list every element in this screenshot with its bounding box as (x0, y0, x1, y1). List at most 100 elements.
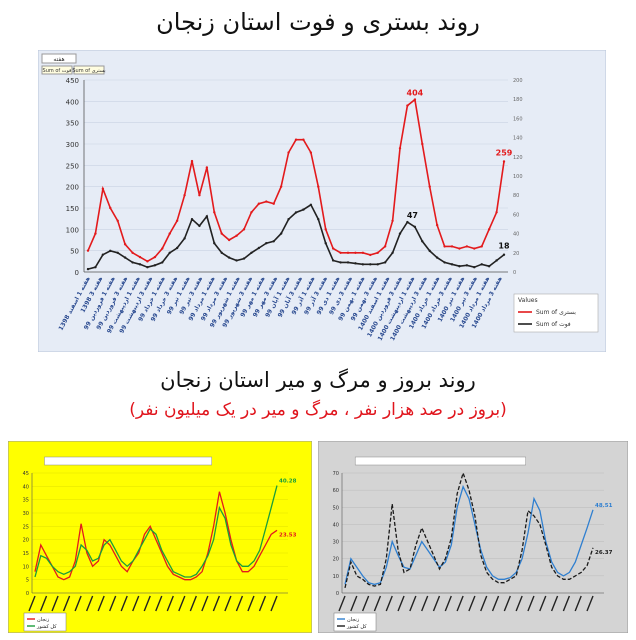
chart1-hosp-point (287, 151, 290, 154)
chart1-hosp-point (391, 219, 394, 222)
chart1-death-point (480, 263, 483, 266)
chart1-hosp-point (213, 211, 216, 214)
chart3-xtick-mark (503, 595, 511, 612)
chart1-hosp-point (369, 253, 372, 257)
chart1-death-point (94, 266, 97, 269)
top-chart-title: روند بستری و فوت استان زنجان (156, 8, 480, 36)
chart1-hosp-point (220, 232, 223, 235)
chart1-hosp-point (109, 206, 112, 210)
chart2-xtick-mark (247, 595, 255, 612)
chart1-y2tick-label: 120 (513, 155, 523, 161)
chart2-ytick-label: 40 (23, 484, 29, 490)
chart1-death-point (101, 253, 105, 256)
chart1-hosp-point (116, 219, 119, 222)
chart3-xtick-mark (539, 595, 547, 612)
chart1-filter-button-1 (41, 65, 73, 75)
chart1-death-point (346, 261, 350, 264)
chart3-country-line (344, 484, 594, 586)
chart1-hosp-point (421, 142, 424, 146)
hospitalization-death-chart: هفته Sum of فوت Sum of بستری 0 50 100 150 200 25… (37, 49, 607, 353)
chart1-death-point (398, 232, 402, 235)
chart2-xtick-mark (74, 595, 82, 612)
chart2-xtick-mark (51, 595, 59, 612)
chart1-hosp-point (376, 251, 379, 254)
chart1-death-point (458, 265, 461, 268)
chart1-death-point (435, 256, 439, 259)
chart1-death-point (265, 242, 268, 245)
chart3-xtick-mark (515, 595, 523, 612)
chart1-death-point (487, 265, 491, 268)
chart1-death-point (242, 257, 246, 260)
chart2-background (7, 440, 313, 634)
chart1-hosp-point (428, 185, 431, 188)
chart1-hosp-point (458, 247, 461, 250)
chart1-death-point (443, 261, 446, 264)
chart3-zanjan-line (344, 470, 594, 589)
chart1-death-point (361, 263, 365, 266)
chart2-xtick-mark (143, 595, 151, 612)
chart2-xtick-mark (201, 595, 209, 612)
chart1-legend-death-label: Sum of فوت (536, 321, 571, 328)
chart2-xtick-mark (62, 595, 71, 612)
chart1-death-point (205, 215, 209, 218)
chart1-hosp-point (235, 234, 238, 237)
chart2-xtick-mark (97, 595, 105, 612)
chart1-y2tick-label: 40 (513, 232, 519, 238)
chart1-legend-hosp-label: Sum of بستری (536, 309, 576, 316)
chart1-hosp-point (205, 166, 209, 169)
chart1-background (37, 49, 607, 353)
chart3-xtick-mark (338, 595, 346, 612)
chart1-hosp-point (346, 251, 350, 254)
chart2-annotation-end-b: 23.53 (279, 532, 297, 538)
chart3-annotation-end-a: 48.51 (595, 503, 613, 509)
chart2-xtick-mark (39, 595, 48, 612)
chart1-death-point (116, 251, 119, 254)
chart1-hosp-point (450, 245, 454, 248)
chart1-y2tick-label: 60 (513, 212, 519, 218)
chart1-hosp-point (101, 187, 105, 190)
chart1-annotation-death-peak: 47 (407, 211, 418, 220)
chart3-xtick-mark (361, 595, 370, 612)
chart1-hosp-point (257, 202, 261, 205)
chart1-death-point (123, 256, 127, 259)
chart3-legend-a-label: زنجان (347, 617, 360, 623)
chart1-death-point (235, 259, 238, 262)
chart1-annotation-hosp-last: 259 (496, 148, 513, 157)
chart1-death-point (153, 264, 157, 267)
chart3-xtick-mark (562, 595, 571, 612)
chart2-legend-b-label: کل کشور (36, 624, 57, 630)
chart1-hosp-point (123, 243, 127, 246)
chart3-annotation-end-b: 26.37 (595, 550, 613, 556)
chart1-hosp-point (406, 104, 409, 107)
chart1-death-point (183, 237, 186, 240)
chart2-xtick-mark (166, 595, 174, 612)
chart2-ytick-label: 10 (23, 564, 29, 570)
chart1-legend-title: Values (518, 297, 538, 304)
chart1-death-point (279, 232, 283, 235)
chart1-death-point (302, 208, 305, 211)
chart3-ytick-label: 50 (333, 505, 339, 511)
chart1-death-point (272, 240, 275, 243)
chart3-ytick-label: 30 (333, 540, 339, 546)
chart1-hosp-point (94, 232, 97, 235)
chart3-ytick-label: 10 (333, 574, 339, 580)
chart2-country-line (34, 485, 278, 578)
chart3-xtick-mark (373, 595, 382, 612)
chart3-background (317, 440, 629, 634)
chart2-ytick-label: 0 (26, 591, 29, 597)
chart1-hosp-point (161, 247, 164, 250)
chart1-hosp-point (227, 238, 231, 242)
chart1-hosp-point (487, 228, 491, 231)
chart1-hosp-point (435, 223, 439, 227)
chart2-xtick-mark (235, 595, 244, 612)
chart1-death-point (250, 251, 253, 254)
chart1-y2tick-label: 0 (513, 270, 516, 276)
chart1-hosp-point (175, 219, 179, 222)
chart1-filter-label-2: Sum of بستری (72, 68, 105, 74)
chart2-xtick-mark (224, 595, 232, 612)
bottom-chart-subtitle: (بروز در صد هزار نفر ، مرگ و میر در یک م… (129, 400, 507, 420)
chart1-hosp-point (354, 251, 357, 254)
chart1-annotation-death-last: 18 (498, 242, 510, 251)
chart1-death-point (131, 261, 134, 264)
